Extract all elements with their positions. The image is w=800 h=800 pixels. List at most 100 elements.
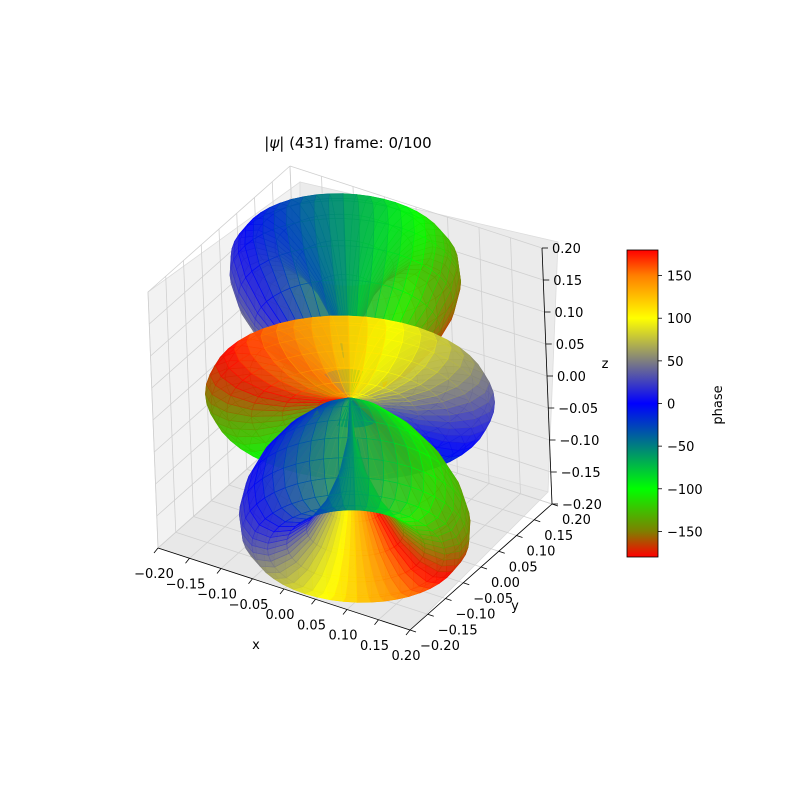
surface-patch	[295, 440, 312, 465]
surface-patch	[354, 493, 369, 507]
surface-patch	[372, 203, 389, 225]
y-tick-mark	[480, 566, 488, 570]
y-tick-label: 0.15	[544, 529, 573, 544]
surface-patch	[339, 477, 356, 495]
surface-patch	[358, 219, 375, 249]
chart-title: |ψ| (431) frame: 0/100	[264, 134, 431, 152]
surface-patch	[309, 458, 326, 482]
gridline	[289, 165, 543, 249]
x-tick-label: 0.15	[360, 639, 389, 654]
colorbar-tick-label: −100	[667, 483, 703, 498]
x-tick-mark	[279, 588, 285, 595]
surface-patch	[348, 322, 368, 337]
surface-patch	[353, 477, 370, 496]
surface-patch	[328, 193, 344, 202]
orbital-surface	[205, 193, 495, 603]
z-tick-label: 0.10	[555, 306, 584, 321]
surface-patch	[328, 200, 345, 220]
surface-patch	[299, 201, 315, 223]
surface-patch	[357, 201, 375, 222]
surface-patch	[330, 335, 350, 352]
surface-patch	[348, 335, 368, 353]
title-prefix: |	[264, 134, 269, 152]
surface-patch	[313, 200, 330, 221]
y-tick-label: −0.20	[420, 639, 460, 654]
surface-patch	[366, 323, 387, 340]
surface-patch	[356, 597, 371, 603]
y-tick-mark	[534, 519, 541, 523]
title-psi-symbol: ψ	[269, 134, 280, 152]
x-tick-label: −0.10	[197, 588, 237, 603]
x-tick-label: 0.10	[329, 629, 358, 644]
surface-patch	[271, 467, 286, 493]
colorbar-label: phase	[711, 385, 726, 424]
z-tick-label: 0.15	[553, 274, 582, 289]
surface-patch	[342, 193, 359, 203]
surface-patch	[286, 203, 301, 226]
gridline	[478, 227, 490, 484]
x-tick-label: 0.00	[266, 608, 295, 623]
surface-patch	[323, 457, 340, 479]
z-tick-label: 0.00	[557, 370, 586, 385]
surface-patch	[323, 437, 339, 460]
colorbar-tick-label: 50	[667, 355, 684, 370]
x-tick-mark	[311, 599, 316, 605]
surface-patch	[276, 326, 297, 344]
z-tick-label: 0.20	[552, 242, 581, 257]
z-tick-label: −0.10	[560, 434, 600, 449]
y-tick-label: −0.10	[456, 608, 496, 623]
colorbar-tick-label: 0	[667, 398, 675, 413]
y-tick-mark	[445, 598, 452, 601]
surface-patch	[442, 434, 472, 444]
x-tick-mark	[342, 609, 348, 615]
surface-patch	[343, 218, 360, 247]
z-tick-label: 0.05	[556, 338, 585, 353]
y-tick-labels: −0.20−0.15−0.10−0.050.000.050.100.150.20	[409, 503, 591, 654]
x-tick-mark	[248, 578, 253, 584]
colorbar-tick-label: 100	[667, 312, 692, 327]
colorbar-bar	[626, 249, 659, 558]
z-tick-label: −0.05	[558, 402, 598, 417]
y-axis-label: y	[511, 599, 519, 614]
surface-patch	[295, 460, 312, 485]
y-tick-label: 0.10	[527, 545, 556, 560]
y-tick-label: 0.05	[509, 560, 538, 575]
x-axis-label: x	[252, 638, 260, 653]
colorbar: 150 100 50 0 −50 −100 −150 phase	[626, 249, 726, 558]
surface-patch	[353, 457, 370, 479]
surface-patch	[381, 479, 399, 500]
surface-patch	[328, 218, 346, 247]
x-tick-label: −0.20	[134, 567, 174, 582]
surface-patch	[368, 458, 384, 481]
surface-patch	[365, 336, 386, 355]
x-tick-labels: −0.20−0.15−0.10−0.050.000.050.100.150.20	[134, 547, 420, 664]
surface-patch	[383, 460, 399, 484]
y-tick-mark	[498, 550, 505, 554]
z-tick-labels: −0.20 −0.15 −0.10 −0.05 0.00 0.05 0.10 0.15 0.20	[542, 242, 602, 513]
x-tick-mark	[185, 558, 190, 564]
surface-patch	[283, 463, 298, 489]
gridline	[510, 237, 521, 494]
surface-patch	[345, 279, 359, 319]
y-tick-label: −0.15	[438, 623, 478, 638]
colorbar-ticks: 150 100 50 0 −50 −100 −150	[658, 270, 703, 540]
surface-patch	[368, 477, 384, 498]
surface-patch	[329, 322, 350, 336]
x-tick-label: −0.05	[229, 598, 269, 613]
y-tick-label: −0.05	[473, 592, 513, 607]
surface-patch	[338, 437, 354, 459]
y-tick-mark	[463, 582, 470, 586]
gridline	[147, 165, 291, 293]
y-tick-mark	[516, 535, 523, 538]
y-tick-mark	[427, 613, 434, 617]
surface-patch	[329, 315, 349, 324]
title-suffix: | (431) frame: 0/100	[279, 134, 431, 152]
colorbar-tick-label: −150	[667, 525, 703, 540]
colorbar-tick-label: −50	[667, 440, 694, 455]
surface-patch	[292, 324, 314, 340]
surface-patch	[366, 438, 384, 461]
surface-patch	[386, 224, 403, 256]
surface-patch	[338, 457, 355, 478]
x-tick-mark	[216, 568, 222, 574]
